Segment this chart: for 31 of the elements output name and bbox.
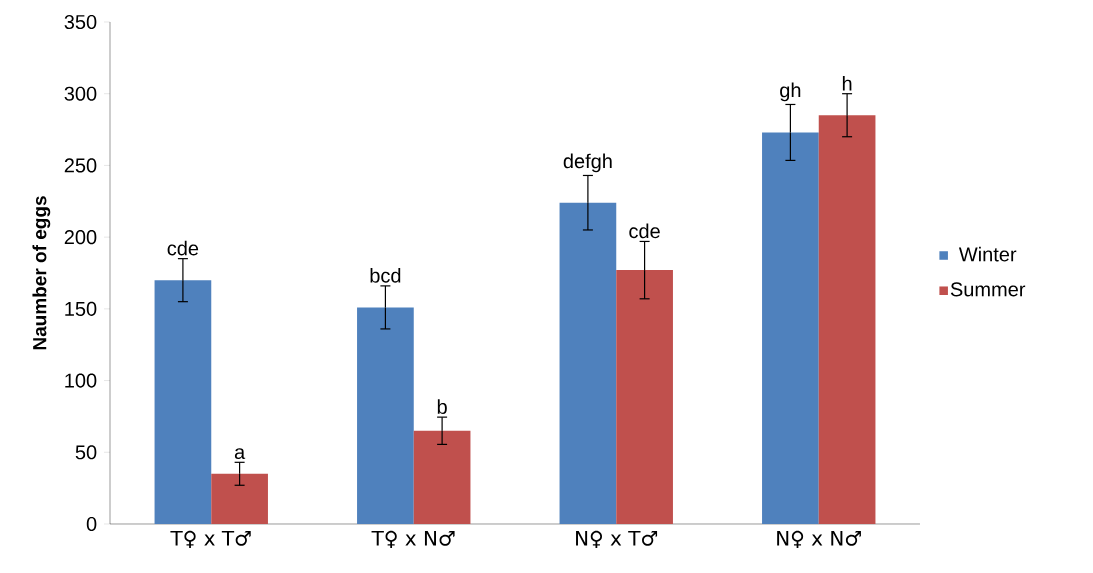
bar xyxy=(357,307,414,524)
data-label: a xyxy=(234,448,246,460)
y-tick-label: 350 xyxy=(64,14,97,30)
bar xyxy=(413,430,471,524)
data-label: h xyxy=(842,76,852,91)
data-label: cde xyxy=(167,240,199,256)
x-tick-label: N♀ x T♂ xyxy=(576,530,658,548)
legend-label: Winter xyxy=(958,246,1017,262)
y-tick-label: 150 xyxy=(65,301,97,316)
data-label: bcd xyxy=(370,268,401,283)
data-label: b xyxy=(437,399,447,414)
y-tick-label: 50 xyxy=(75,445,97,460)
bar xyxy=(559,202,617,524)
bar xyxy=(211,473,268,524)
y-tick-label: 250 xyxy=(64,158,97,173)
legend-label: Summer xyxy=(950,282,1026,297)
y-tick-label: 200 xyxy=(64,230,97,245)
y-tick-label: 0 xyxy=(86,516,97,532)
bar xyxy=(818,115,876,524)
x-tick-label: N♀ x N♂ xyxy=(777,530,861,548)
y-tick-label: 100 xyxy=(65,373,97,388)
bar xyxy=(762,132,819,524)
x-tick-label: T♀ x T♂ xyxy=(170,530,251,548)
data-label: defgh xyxy=(563,153,612,173)
bar xyxy=(616,270,673,524)
y-axis-title: Naumber of eggs xyxy=(32,196,51,350)
y-tick-label: 300 xyxy=(64,86,97,101)
x-tick-label: T♀ x N♂ xyxy=(371,530,455,548)
data-label: cde xyxy=(629,223,660,239)
data-label: gh xyxy=(780,82,801,102)
bar xyxy=(154,280,212,524)
